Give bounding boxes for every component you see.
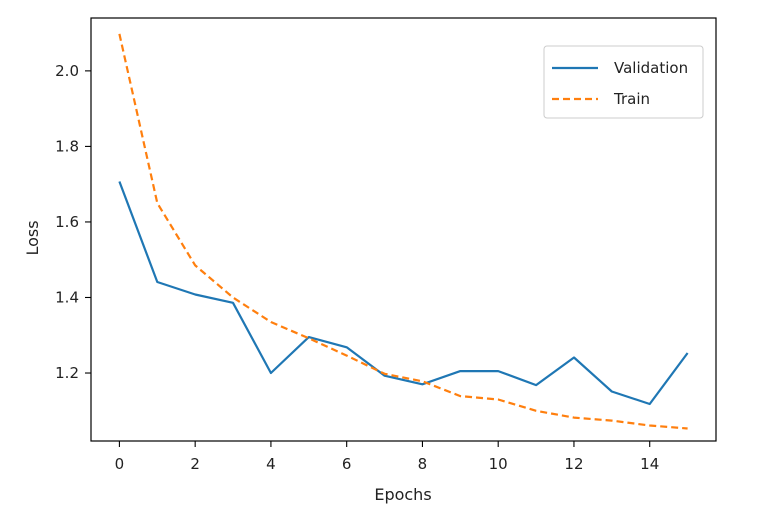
x-tick-label: 8 [418, 455, 428, 473]
legend-frame [543, 45, 704, 119]
legend: Validation Train [543, 45, 704, 119]
y-tick-label: 2.0 [55, 62, 79, 80]
x-tick-label: 2 [190, 455, 200, 473]
series-line-train [118, 33, 688, 430]
plot-frame [90, 17, 717, 442]
y-axis-label: Loss [23, 220, 42, 255]
x-tick-label: 10 [489, 455, 508, 473]
ticks-layer: 0 2 4 6 8 10 12 14 1.2 1.4 1.6 1.8 2.0 [55, 62, 659, 473]
x-tick-label: 0 [115, 455, 125, 473]
y-tick-label: 1.6 [55, 213, 79, 231]
x-tick-label: 6 [342, 455, 352, 473]
series-layer [118, 33, 689, 430]
y-tick-label: 1.2 [55, 364, 79, 382]
y-tick-label: 1.8 [55, 137, 79, 155]
x-tick-label: 12 [564, 455, 583, 473]
legend-label-train: Train [613, 90, 650, 108]
x-tick-label: 14 [640, 455, 659, 473]
legend-label-validation: Validation [614, 59, 688, 77]
x-axis-label: Epochs [374, 485, 431, 504]
x-tick-label: 4 [266, 455, 276, 473]
y-tick-label: 1.4 [55, 288, 79, 306]
series-line-validation [118, 181, 689, 406]
